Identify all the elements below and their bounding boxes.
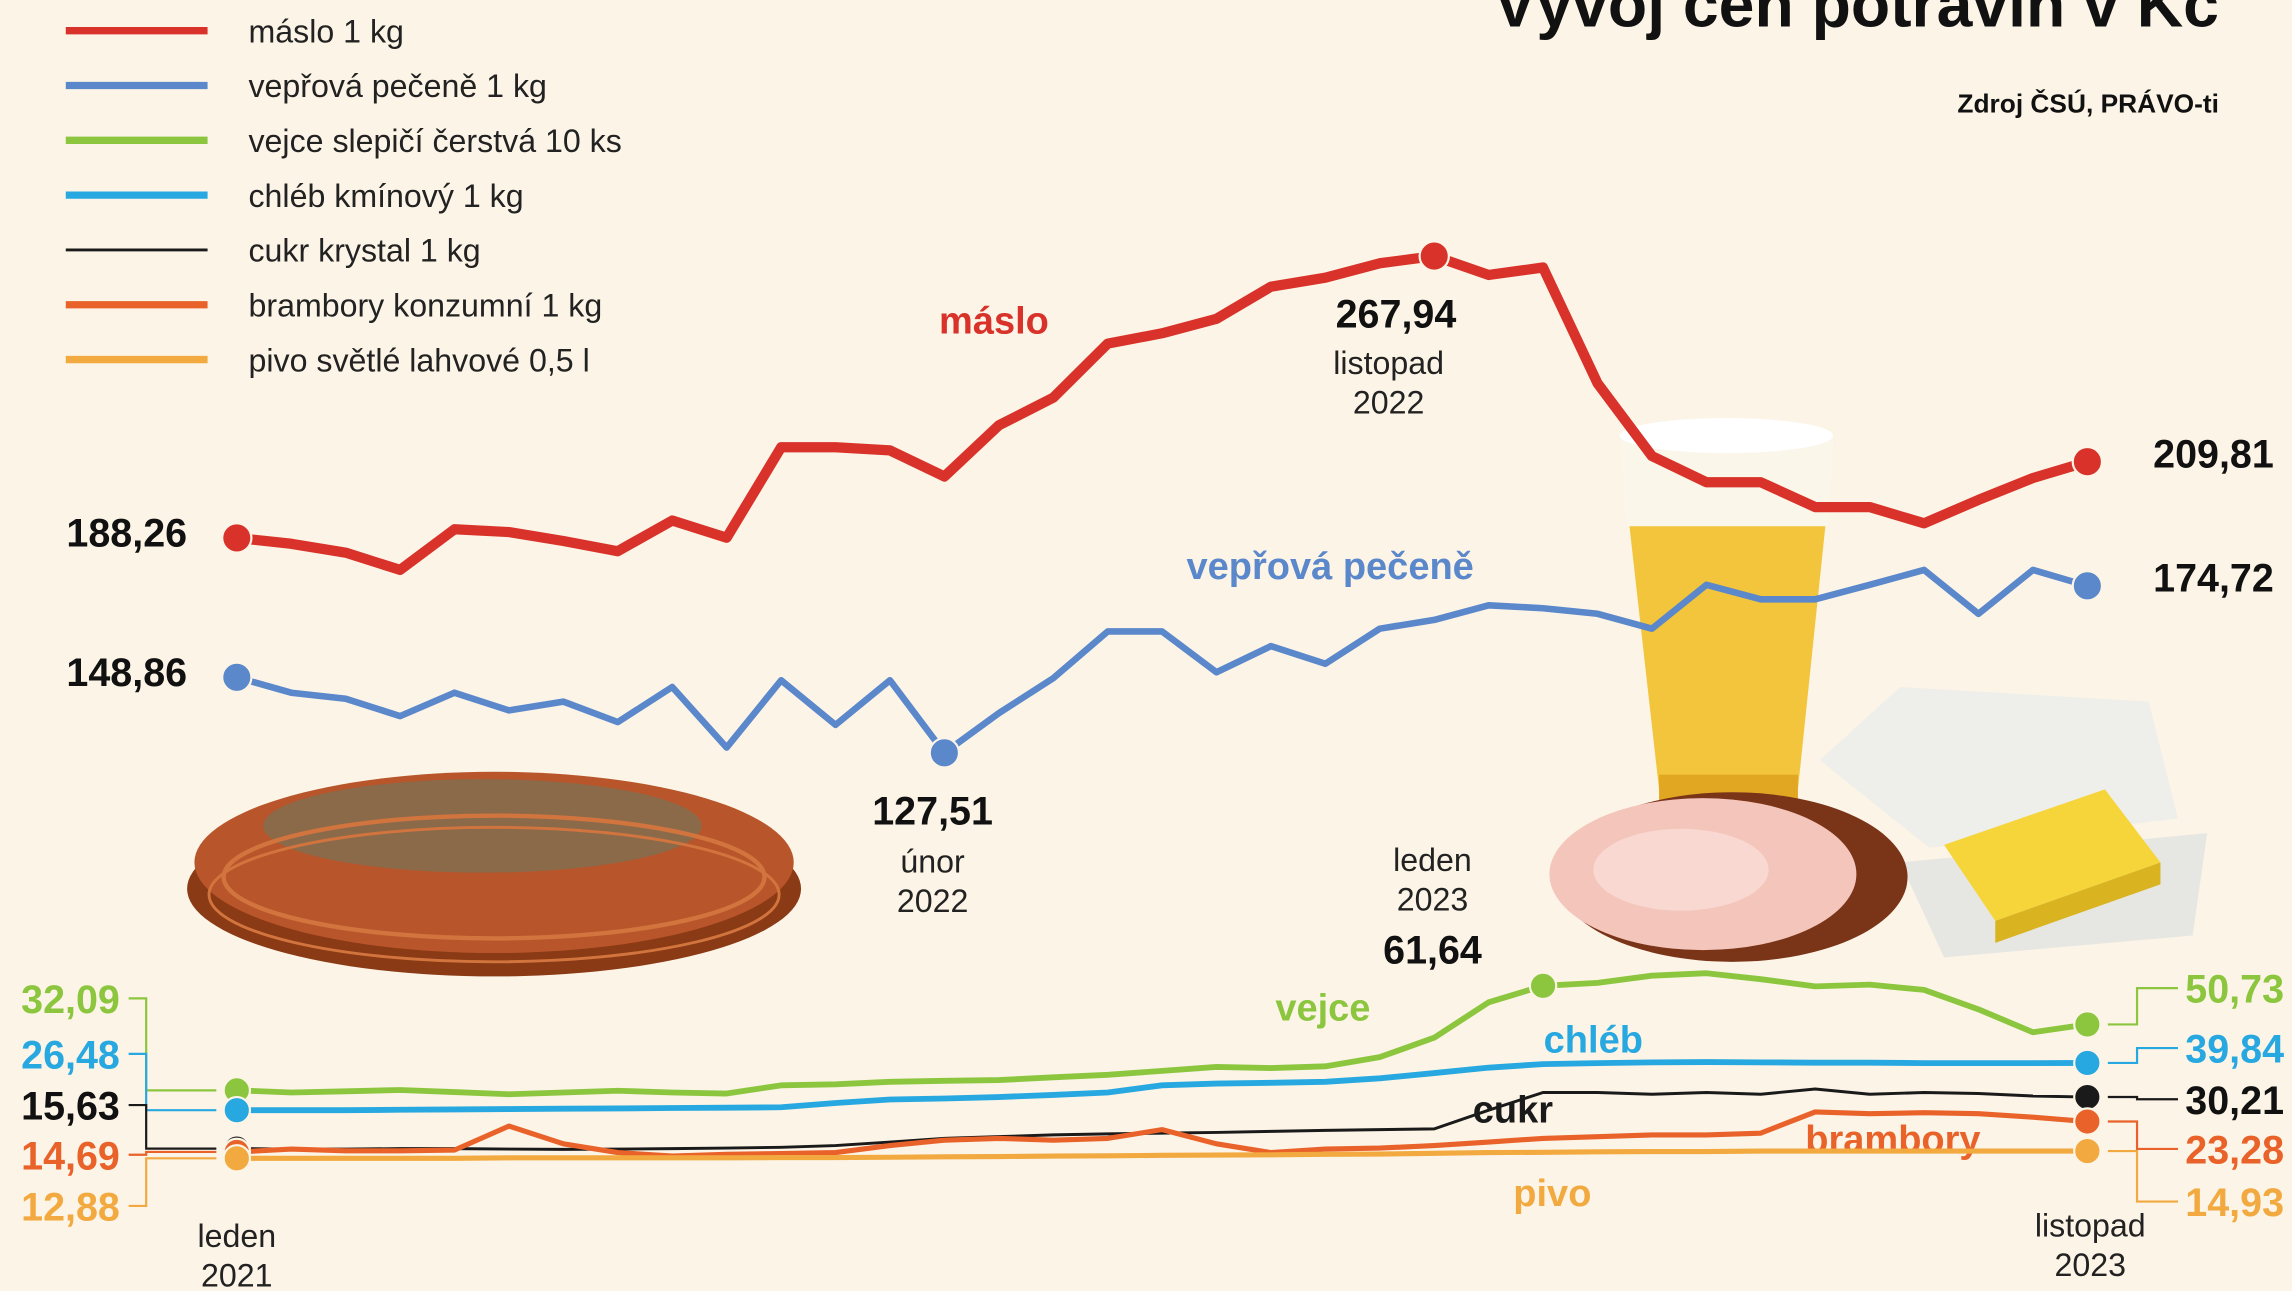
value-label: 23,28 — [2185, 1129, 2284, 1173]
data-point — [2073, 1136, 2102, 1166]
data-point — [221, 661, 253, 694]
value-label: 267,94 — [1336, 292, 1457, 336]
leader-line — [2107, 1046, 2178, 1065]
data-point — [2073, 1010, 2102, 1039]
series-line — [236, 250, 2089, 576]
data-point — [2073, 1082, 2102, 1112]
data-point — [2073, 1048, 2102, 1078]
value-label: 12,88 — [21, 1186, 120, 1230]
value-label: 26,48 — [21, 1034, 120, 1078]
data-point — [1418, 240, 1450, 272]
leader-line — [128, 1157, 217, 1208]
series-line — [236, 1109, 2088, 1159]
leader-line — [128, 997, 217, 1092]
value-label: 127,51 — [872, 789, 993, 833]
series-label: brambory — [1805, 1119, 1980, 1161]
butter-illustration — [1819, 687, 2208, 958]
series-line — [236, 1059, 2088, 1114]
value-label: 14,69 — [21, 1134, 120, 1178]
legend-label: vejce slepičí čerstvá 10 ks — [248, 123, 621, 159]
value-label: 15,63 — [21, 1085, 120, 1129]
value-label: 174,72 — [2153, 557, 2274, 601]
value-label: 61,64 — [1383, 928, 1482, 972]
category-label: leden 2023 — [1393, 842, 1472, 917]
data-point — [221, 522, 253, 554]
chart-subtitle: Zdroj ČSÚ, PRÁVO-ti — [1957, 89, 2219, 119]
legend-label: cukr krystal 1 kg — [248, 233, 480, 269]
value-label: 209,81 — [2153, 433, 2274, 477]
category-label: listopad 2022 — [1333, 345, 1444, 420]
category-label: únor 2022 — [897, 844, 969, 919]
value-label: 188,26 — [66, 512, 187, 556]
data-point — [222, 1144, 252, 1173]
value-label: 32,09 — [21, 978, 120, 1022]
data-point — [1528, 971, 1558, 1001]
leader-line — [2107, 1120, 2178, 1151]
series-line — [236, 1087, 2088, 1151]
leader-line — [128, 1052, 217, 1112]
series-label: pivo — [1513, 1173, 1591, 1215]
leader-line — [2107, 987, 2178, 1026]
value-label: 30,21 — [2185, 1079, 2284, 1123]
leader-line — [2107, 1095, 2178, 1101]
legend-label: máslo 1 kg — [248, 13, 403, 49]
data-point — [928, 737, 961, 769]
series-label: cukr — [1473, 1090, 1553, 1132]
data-point — [2071, 445, 2104, 478]
legend-label: pivo světlé lahvové 0,5 l — [248, 342, 589, 378]
data-point — [2073, 1107, 2102, 1136]
series-label: máslo — [939, 300, 1049, 342]
leader-line — [128, 1103, 217, 1150]
series-label: chléb — [1544, 1019, 1643, 1061]
legend-label: chléb kmínový 1 kg — [248, 178, 523, 214]
leader-line — [2107, 1149, 2178, 1203]
value-label: 14,93 — [2185, 1181, 2284, 1225]
series-label: vepřová pečeně — [1187, 546, 1474, 588]
legend-label: brambory konzumní 1 kg — [248, 287, 602, 323]
legend-label: vepřová pečeně 1 kg — [248, 68, 546, 104]
series-line — [235, 566, 2089, 757]
value-label: 39,84 — [2185, 1028, 2284, 1072]
ham-illustration — [1549, 792, 1908, 962]
value-label: 148,86 — [66, 651, 187, 695]
data-point — [222, 1095, 252, 1125]
category-label: leden 2021 — [197, 1218, 276, 1291]
bread-illustration — [187, 771, 802, 977]
series-label: vejce — [1275, 987, 1370, 1029]
data-point — [2071, 570, 2104, 602]
series-line — [236, 970, 2088, 1098]
chart-title: Vývoj cen potravin v Kč — [1494, 0, 2219, 40]
leader-line — [128, 1150, 217, 1156]
category-label: listopad 2023 — [2035, 1208, 2146, 1283]
series-line — [236, 1148, 2088, 1161]
value-label: 50,73 — [2185, 968, 2284, 1012]
